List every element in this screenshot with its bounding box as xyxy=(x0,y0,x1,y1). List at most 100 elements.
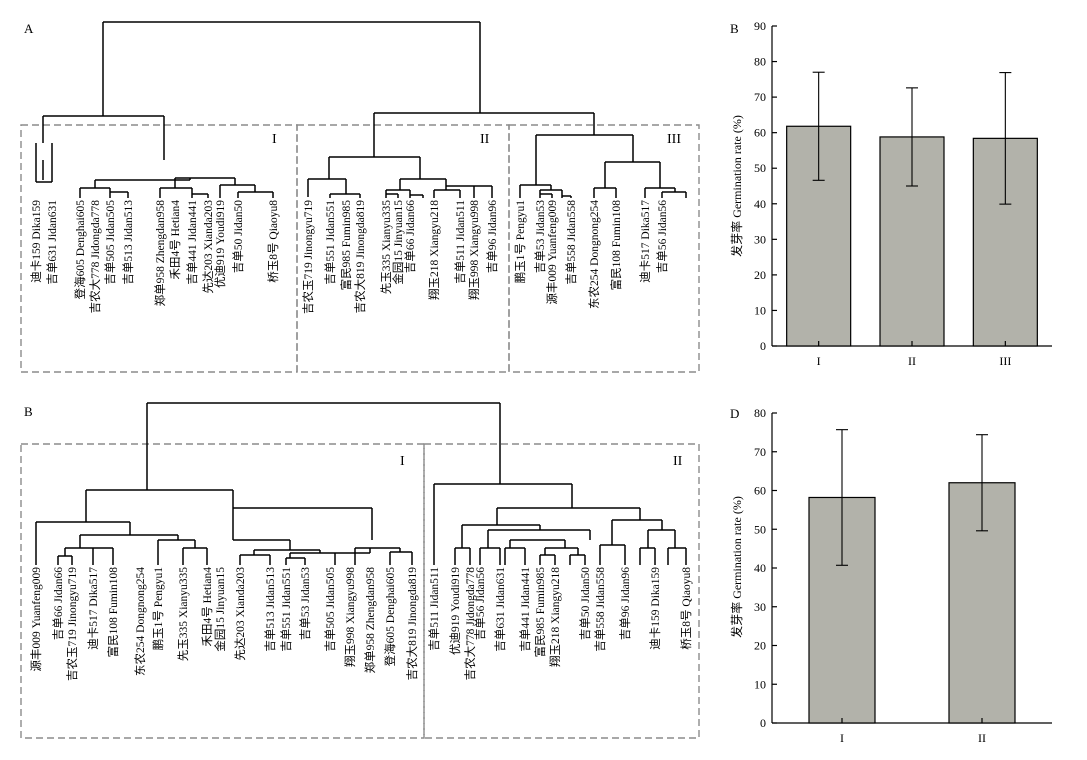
leaf-label: 源丰009 Yuanfeng009 xyxy=(545,200,559,305)
bar-chart-c: B 发芽率 Germination rate (%) 0 10 20 30 40 50 60… xyxy=(729,19,1052,368)
leaf-label: 迪卡517 Dika517 xyxy=(87,567,100,650)
y-tick-label: 30 xyxy=(754,232,766,246)
leaf-label: 吉农大778 Jidongda778 xyxy=(463,567,477,681)
dendrogram-b-branches xyxy=(35,402,687,565)
leaf-label: 吉单56 Jidan56 xyxy=(656,200,669,273)
cluster-a-III-label: III xyxy=(667,132,681,147)
leaf-label: 先达203 Xianda203 xyxy=(201,200,215,294)
leaf-label: 迪卡517 Dika517 xyxy=(639,200,652,283)
leaf-label: 吉农大778 Jidongda778 xyxy=(88,200,102,314)
y-tick-label: 60 xyxy=(754,484,766,498)
leaf-label: 吉单558 Jidan558 xyxy=(565,200,578,285)
leaf-label: 吉农大819 Jinongda819 xyxy=(405,567,419,681)
dendrogram-a-branches xyxy=(35,21,687,198)
y-tick-label: 0 xyxy=(760,339,766,353)
leaf-label: 登海605 Denghai605 xyxy=(73,200,87,300)
leaf-label: 吉农玉719 Jinongyu719 xyxy=(301,200,315,314)
cluster-a-III-box xyxy=(508,124,700,373)
leaf-label: 吉单631 Jidan631 xyxy=(46,200,59,285)
leaf-label: 富民985 Fumin985 xyxy=(339,200,353,291)
leaf-label: 郑单958 Zhengdan958 xyxy=(153,200,167,307)
y-tick-label: 10 xyxy=(754,677,766,691)
leaf-label: 东农254 Dongnong254 xyxy=(587,200,601,309)
leaf-label: 优迪919 Youdi919 xyxy=(449,567,462,655)
y-tick-label: 50 xyxy=(754,161,766,175)
leaf-label: 吉单551 Jidan551 xyxy=(280,567,293,652)
leaf-label: 登海605 Denghai605 xyxy=(383,567,397,667)
y-tick-label: 50 xyxy=(754,522,766,536)
leaf-label: 桥玉8号 Qiaoyu8 xyxy=(680,567,693,650)
leaf-label: 翔玉218 Xiangyu218 xyxy=(427,200,441,300)
leaf-label: 迪卡159 Dika159 xyxy=(30,200,43,283)
panel-d-letter: D xyxy=(730,406,739,421)
panel-a-letter: A xyxy=(24,21,34,36)
leaf-label: 吉单558 Jidan558 xyxy=(594,567,607,652)
y-tick-label: 10 xyxy=(754,303,766,317)
cluster-b-II-box xyxy=(423,443,700,739)
leaf-label: 金园15 Jinyuan15 xyxy=(391,200,405,285)
leaf-label: 吉单50 Jidan50 xyxy=(232,200,245,273)
leaf-label: 先玉335 Xianyu335 xyxy=(380,200,393,294)
leaf-label: 吉单505 Jidan505 xyxy=(104,200,117,285)
leaf-label: 翔玉998 Xiangyu998 xyxy=(343,567,357,667)
y-tick-label: 30 xyxy=(754,600,766,614)
leaf-label: 桥玉8号 Qiaoyu8 xyxy=(267,200,280,283)
cluster-b-I-label: I xyxy=(400,454,405,469)
leaf-label: 翔玉218 Xiangyu218 xyxy=(548,567,562,667)
leaf-label: 翔玉998 Xiangyu998 xyxy=(467,200,481,300)
leaf-label: 吉单441 Jidan441 xyxy=(186,200,199,285)
leaf-label: 吉单551 Jidan551 xyxy=(324,200,337,285)
leaf-label: 吉单53 Jidan53 xyxy=(299,567,312,640)
y-tick-label: 0 xyxy=(760,716,766,730)
chart-c-ylabel: 发芽率 Germination rate (%) xyxy=(729,115,744,257)
leaf-label: 吉单56 Jidan56 xyxy=(474,567,487,640)
x-tick-label: III xyxy=(999,354,1011,368)
cluster-b-II-label: II xyxy=(673,454,683,469)
leaf-label: 吉单511 Jidan511 xyxy=(454,200,467,284)
y-tick-label: 80 xyxy=(754,55,766,69)
y-tick-label: 80 xyxy=(754,406,766,420)
leaf-label: 优迪919 Youdi919 xyxy=(214,200,227,288)
leaf-label: 源丰009 Yuanfeng009 xyxy=(29,567,43,672)
leaf-label: 金园15 Jinyuan15 xyxy=(213,567,227,652)
y-tick-label: 20 xyxy=(754,268,766,282)
x-tick-label: I xyxy=(840,731,844,745)
leaf-label: 吉单66 Jidan66 xyxy=(404,200,417,273)
dendrogram-a: A I II III 迪卡159 Dika159 吉单631 Jidan631 登海… xyxy=(20,21,700,373)
x-tick-label: I xyxy=(817,354,821,368)
leaf-label: 吉单96 Jidan96 xyxy=(619,567,632,640)
y-tick-label: 40 xyxy=(754,197,766,211)
y-tick-label: 20 xyxy=(754,639,766,653)
leaf-label: 吉单50 Jidan50 xyxy=(579,567,592,640)
leaf-label: 吉单511 Jidan511 xyxy=(428,567,441,651)
x-tick-label: II xyxy=(908,354,916,368)
leaf-label: 富民108 Fumin108 xyxy=(106,567,120,658)
x-tick-label: II xyxy=(978,731,986,745)
leaf-label: 禾田4号 Hetian4 xyxy=(201,567,214,647)
y-tick-label: 70 xyxy=(754,90,766,104)
leaf-label: 先玉335 Xianyu335 xyxy=(177,567,190,661)
bar-chart-d: D 发芽率 Germination rate (%) 0 10 20 30 40 50 60… xyxy=(729,406,1052,745)
leaf-label: 吉农大819 Jinongda819 xyxy=(353,200,367,314)
y-tick-label: 90 xyxy=(754,19,766,33)
leaf-label: 鹏玉1号 Pengyu1 xyxy=(514,200,527,284)
leaf-label: 吉单96 Jidan96 xyxy=(486,200,499,273)
leaf-label: 吉农玉719 Jinongyu719 xyxy=(65,567,79,681)
leaf-label: 郑单958 Zhengdan958 xyxy=(363,567,377,674)
y-tick-label: 70 xyxy=(754,445,766,459)
leaf-label: 迪卡159 Dika159 xyxy=(649,567,662,650)
leaf-label: 富民985 Fumin985 xyxy=(533,567,547,658)
leaf-label: 鹏玉1号 Pengyu1 xyxy=(152,567,165,651)
y-tick-label: 60 xyxy=(754,126,766,140)
leaf-label: 吉单441 Jidan441 xyxy=(519,567,532,652)
leaf-label: 禾田4号 Hetian4 xyxy=(169,200,182,280)
dendrogram-b: B I II 源丰009 Yuanfeng009 吉单66 Jidan66 吉农玉7… xyxy=(20,402,700,739)
leaves-a: 迪卡159 Dika159 吉单631 Jidan631 登海605 Denghai… xyxy=(30,200,669,314)
chart-d-ylabel: 发芽率 Germination rate (%) xyxy=(729,496,744,638)
leaf-label: 先达203 Xianda203 xyxy=(233,567,247,661)
leaf-label: 东农254 Dongnong254 xyxy=(133,567,147,676)
panel-b-letter: B xyxy=(24,404,33,419)
panel-c-letter: B xyxy=(730,21,739,36)
leaf-label: 吉单505 Jidan505 xyxy=(324,567,337,652)
